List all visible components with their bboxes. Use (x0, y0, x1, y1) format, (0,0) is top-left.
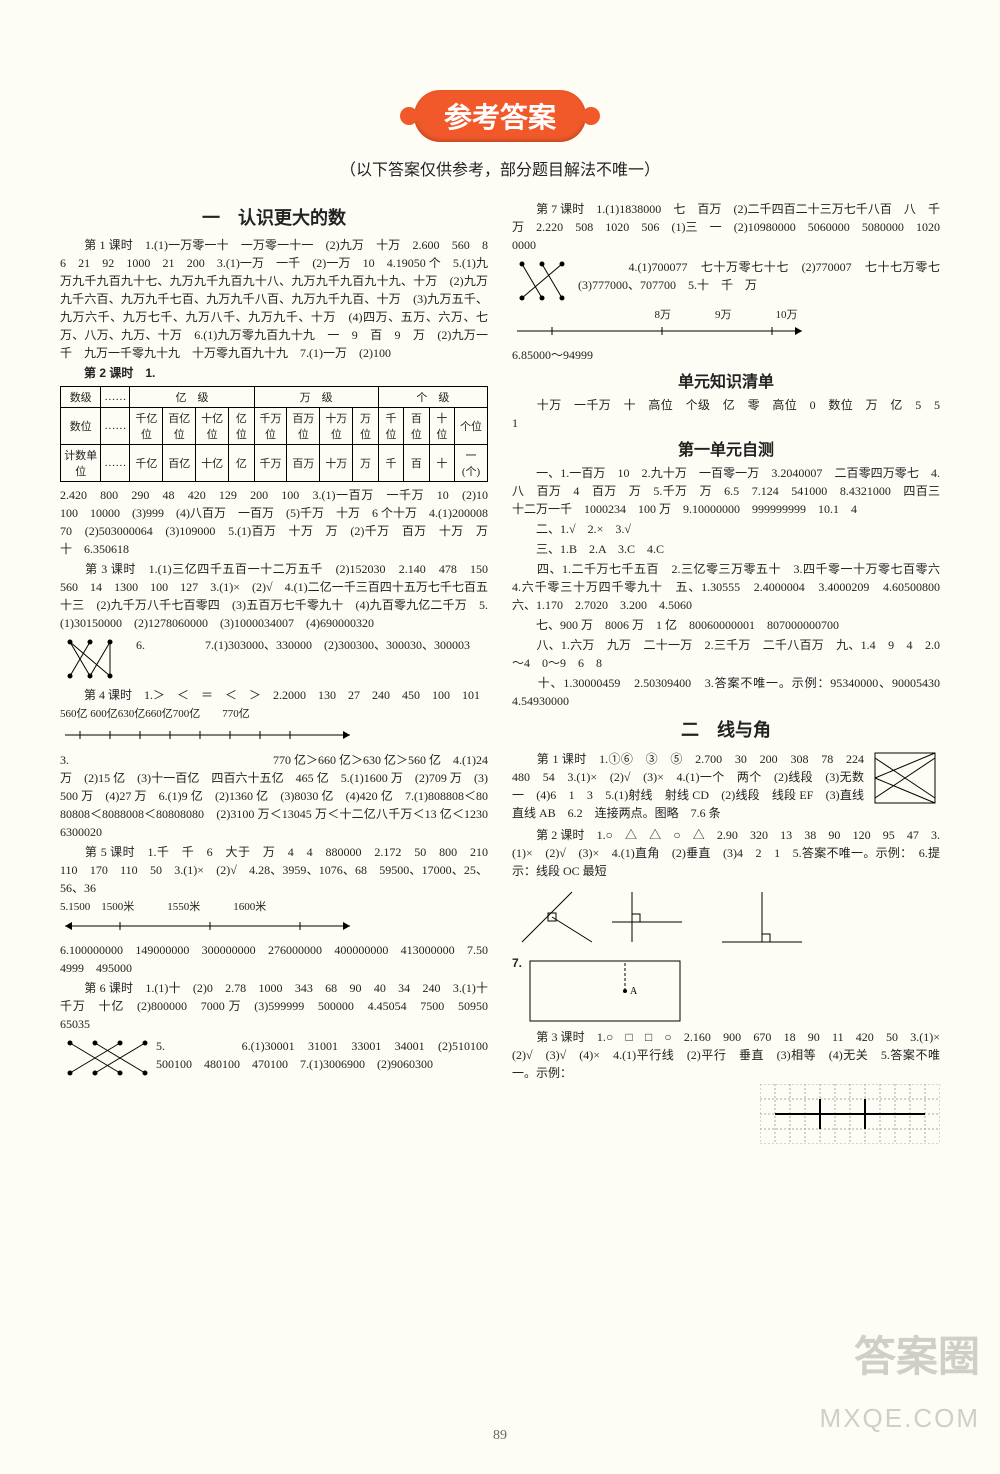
section-title-1: 一 认识更大的数 (60, 204, 488, 230)
page: 参考答案 （以下答案仅供参考，部分题目解法不唯一） 一 认识更大的数 第 1 课… (0, 0, 1000, 1474)
cell: 数位 (61, 408, 101, 445)
cell: 十万位 (320, 408, 353, 445)
place-value-table: 数级 …… 亿 级 万 级 个 级 数位 …… 千亿位 百亿位 十亿位 亿位 千… (60, 386, 488, 482)
cell: 万位 (353, 408, 378, 445)
watermark-text-2: MXQE.COM (820, 1403, 980, 1434)
left-p7: 第 6 课时 1.(1)十 (2)0 2.78 1000 343 68 90 4… (60, 979, 488, 1033)
cell: 千万 (254, 445, 287, 482)
cell: 十位 (429, 408, 454, 445)
cell: 十 (429, 445, 454, 482)
section-title-2: 二 线与角 (512, 716, 940, 742)
cell: 亿 (229, 445, 254, 482)
cell: 百位 (404, 408, 429, 445)
matching-diagram-3-icon (512, 256, 572, 306)
left-p5: 第 4 课时 1.＞ ＜ ＝ ＜ ＞ 2.2000 130 27 240 450… (60, 686, 488, 704)
right-p9: 十、1.30000459 2.50309400 3.答案不唯一。示例：95340… (512, 674, 940, 710)
cell: 个 级 (378, 387, 487, 408)
subtitle: （以下答案仅供参考，部分题目解法不唯一） (60, 156, 940, 180)
cell: 十万 (320, 445, 353, 482)
matching-diagram-icon (60, 634, 130, 684)
numberline-2-labels: 5.1500 1500米 1550米 1600米 (60, 899, 488, 916)
right-p1b: 4.(1)700077 七十万零七十七 (2)770007 七十七万零七 (3)… (578, 258, 940, 294)
left-p4b: 6. 7.(1)303000、330000 (2)300300、300030、3… (136, 636, 488, 654)
cell: 千亿位 (130, 408, 163, 445)
cell: 十亿位 (196, 408, 229, 445)
cell: 万 (353, 445, 378, 482)
numberline-3-icon (512, 322, 812, 340)
header: 参考答案 (60, 90, 940, 142)
table-row: 计数单位 …… 千亿 百亿 十亿 亿 千万 百万 十万 万 千 百 十 一(个) (61, 445, 488, 482)
right-p1c: 6.85000～94999 (512, 346, 940, 364)
right-p1: 第 7 课时 1.(1)1838000 七 百万 (2)二千四百二十三万七千八百… (512, 200, 940, 254)
cell: …… (101, 445, 130, 482)
left-p6b: 6.100000000 149000000 300000000 27600000… (60, 941, 488, 977)
right-p4: 二、1.√ 2.× 3.√ (512, 520, 940, 538)
right-p8: 八、1.六万 九万 二十一万 2.三千万 二千八百万 九、1.4 9 4 2.0… (512, 636, 940, 672)
cell: 亿 级 (130, 387, 254, 408)
left-p3: 2.420 800 290 48 420 129 200 100 3.(1)一百… (60, 486, 488, 558)
watermark-text-1: 答案圈 (854, 1323, 980, 1384)
left-p6: 第 5 课时 1.千 千 6 大于 万 4 4 880000 2.172 50 … (60, 843, 488, 897)
right-p3: 一、1.一百万 10 2.九十万 一百零一万 3.2040007 二百零四万零七… (512, 464, 940, 518)
angle-diagram-icon (512, 882, 812, 952)
numberline-3-labels: 8万 9万 10万 (512, 306, 940, 322)
left-p4: 第 3 课时 1.(1)三亿四千五百一十二万五千 (2)152030 2.140… (60, 560, 488, 632)
svg-text:A: A (630, 986, 638, 997)
right-column: 第 7 课时 1.(1)1838000 七 百万 (2)二千四百二十三万七千八百… (512, 198, 940, 1144)
numberline-1-icon (60, 725, 360, 745)
left-p7b: 5. 6.(1)30001 31001 33001 34001 (2)51010… (156, 1037, 488, 1073)
cell: 百亿位 (163, 408, 196, 445)
right-p10: 第 1 课时 1.①⑥ ③ ⑤ 2.700 30 200 308 78 224 … (512, 750, 864, 822)
right-p5: 三、1.B 2.A 3.C 4.C (512, 540, 940, 558)
grid-diagram-icon (760, 1084, 940, 1144)
left-p2-label: 第 2 课时 1. (60, 364, 488, 382)
right-p6: 四、1.二千万七千五百 2.三亿零三万零五十 3.四千零一十万零七百零六 4.六… (512, 560, 940, 614)
cell: 百万位 (287, 408, 320, 445)
unit-test-title: 第一单元自测 (512, 436, 940, 460)
columns: 一 认识更大的数 第 1 课时 1.(1)一万零一十 一万零一十一 (2)九万 … (60, 198, 940, 1144)
cell: 数级 (61, 387, 101, 408)
cell: 百万 (287, 445, 320, 482)
cell: …… (101, 408, 130, 445)
table-row: 数位 …… 千亿位 百亿位 十亿位 亿位 千万位 百万位 十万位 万位 千位 百… (61, 408, 488, 445)
cell: 千万位 (254, 408, 287, 445)
unit-summary-title: 单元知识清单 (512, 368, 940, 392)
right-p11: 第 2 课时 1.○ △ △ ○ △ 2.90 320 13 38 90 120… (512, 826, 940, 880)
numberline-1-labels: 560亿 600亿630亿660亿700亿 770亿 (60, 706, 488, 723)
right-p7: 七、900 万 8006 万 1 亿 80060000001 807000000… (512, 616, 940, 634)
rectangle-diagram: 7. A (512, 956, 940, 1026)
cell: 十亿 (196, 445, 229, 482)
rectangle-icon: A (525, 956, 685, 1026)
cell: 个位 (455, 408, 488, 445)
cell: …… (101, 387, 130, 408)
cell: 亿位 (229, 408, 254, 445)
header-badge: 参考答案 (414, 90, 586, 142)
numberline-2-icon (60, 917, 360, 935)
right-p12: 第 3 课时 1.○ □ □ ○ 2.160 900 670 18 90 11 … (512, 1028, 940, 1082)
lines-diagram-icon (870, 748, 940, 808)
cell: 计数单位 (61, 445, 101, 482)
cell: 一(个) (455, 445, 488, 482)
matching-diagram-2-icon (60, 1035, 150, 1080)
left-column: 一 认识更大的数 第 1 课时 1.(1)一万零一十 一万零一十一 (2)九万 … (60, 198, 488, 1144)
table-row: 数级 …… 亿 级 万 级 个 级 (61, 387, 488, 408)
cell: 百亿 (163, 445, 196, 482)
cell: 千亿 (130, 445, 163, 482)
right-p2: 十万 一千万 十 高位 个级 亿 零 高位 0 数位 万 亿 5 5 1 (512, 396, 940, 432)
cell: 千 (378, 445, 403, 482)
left-p1: 第 1 课时 1.(1)一万零一十 一万零一十一 (2)九万 十万 2.600 … (60, 236, 488, 362)
left-p5b: 3. 770 亿＞660 亿＞630 亿＞560 亿 4.(1)24 万 (2)… (60, 751, 488, 841)
cell: 千位 (378, 408, 403, 445)
cell: 万 级 (254, 387, 378, 408)
cell: 百 (404, 445, 429, 482)
